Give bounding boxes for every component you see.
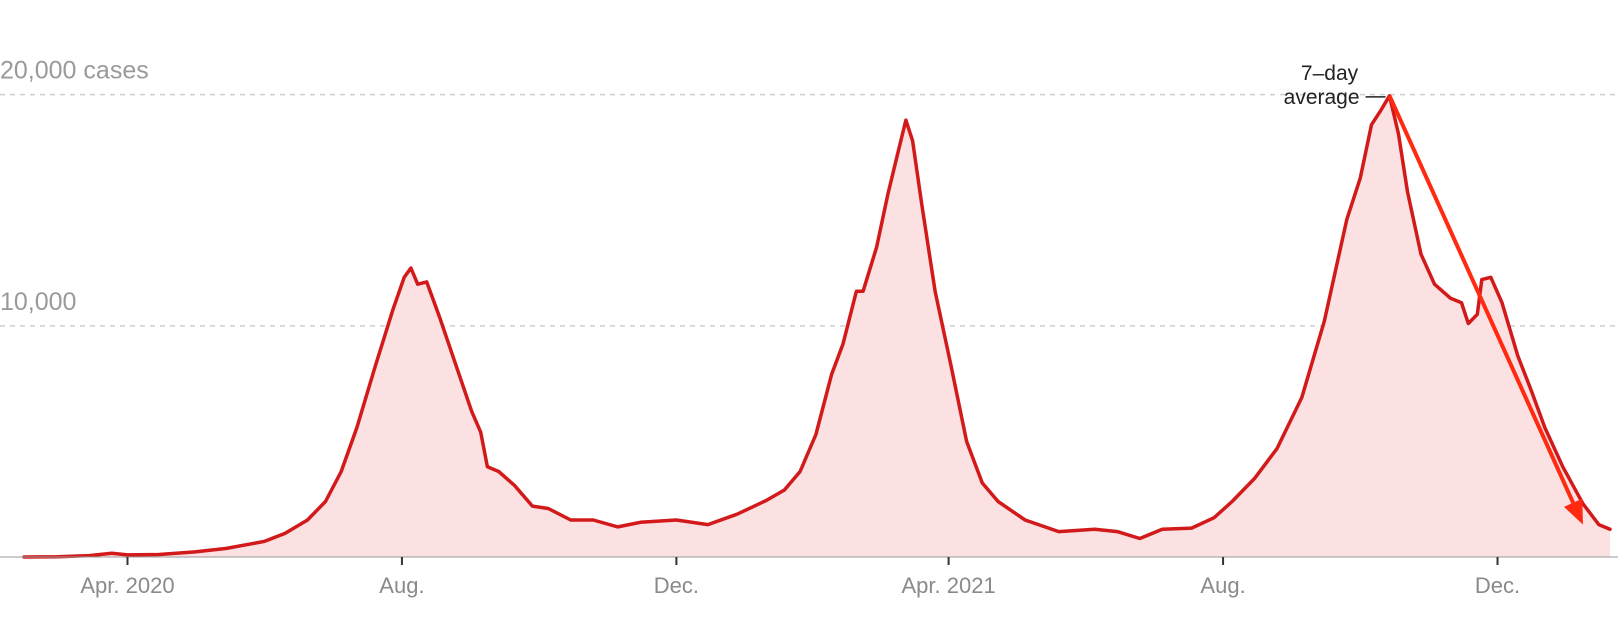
trend-arrow-0 xyxy=(1387,95,1575,504)
cases-area xyxy=(24,95,1610,558)
line-layer xyxy=(22,94,1612,559)
x-axis: Apr. 2020 Aug. Dec. Apr. 2021 Aug. Dec. xyxy=(0,556,1618,598)
x-tick-label-3: Apr. 2021 xyxy=(902,573,996,598)
cases-line xyxy=(22,94,1612,559)
area-layer xyxy=(24,95,1610,558)
y-tick-label-0: 10,000 xyxy=(0,288,76,316)
y-axis-labels: 10,000 20,000 cases xyxy=(0,57,149,316)
x-tick-label-2: Dec. xyxy=(654,573,699,598)
annotation-label-0-1: average xyxy=(1284,86,1360,109)
x-tick-label-4: Aug. xyxy=(1200,573,1245,598)
x-tick-label-0: Apr. 2020 xyxy=(80,573,174,598)
trend-arrowhead-0 xyxy=(1564,498,1583,525)
x-tick-label-1: Aug. xyxy=(379,573,424,598)
annotation-label-0-0: 7–day xyxy=(1301,62,1359,85)
x-tick-label-5: Dec. xyxy=(1475,573,1520,598)
trend-arrows xyxy=(1387,95,1583,525)
y-tick-label-1: 20,000 cases xyxy=(0,57,149,85)
